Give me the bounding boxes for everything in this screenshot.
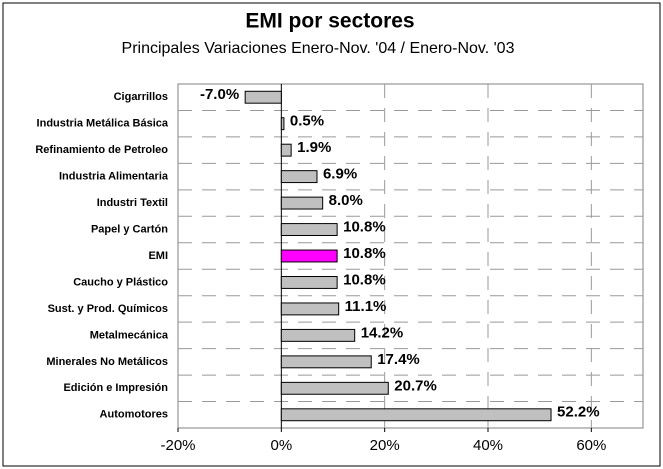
y-tick-label: Industria Metálica Básica	[37, 118, 169, 130]
value-label: 10.8%	[343, 219, 386, 236]
y-tick-label: Industria Alimentaria	[59, 171, 169, 183]
bar	[244, 90, 282, 104]
value-label: 10.8%	[343, 245, 386, 262]
x-tick-label: 20%	[370, 437, 400, 454]
y-tick-label: Industri Textil	[97, 197, 168, 209]
y-tick-label: Sust. y Prod. Químicos	[48, 303, 168, 315]
value-label: 6.9%	[323, 166, 357, 183]
bar	[280, 276, 338, 289]
y-tick-label: Refinamiento de Petroleo	[35, 144, 168, 156]
bar	[280, 302, 340, 316]
y-tick-label: EMI	[148, 250, 168, 262]
value-label: 14.2%	[361, 324, 404, 341]
value-label: -7.0%	[200, 86, 239, 103]
bar	[280, 170, 318, 184]
y-tick-label: Edición e Impresión	[63, 382, 168, 394]
value-label: 52.2%	[557, 404, 600, 421]
value-label: 11.1%	[345, 298, 387, 315]
y-tick-label: Metalmecánica	[90, 329, 169, 341]
value-label: 1.9%	[297, 139, 331, 156]
chart-title: EMI por sectores	[245, 10, 414, 33]
plot-area	[177, 83, 644, 429]
x-tick-label: -20%	[160, 437, 195, 454]
bar	[280, 223, 338, 236]
y-tick-label: Minerales No Metálicos	[46, 356, 168, 368]
bar	[280, 196, 324, 210]
bar	[280, 143, 292, 157]
x-tick-label: 0%	[270, 437, 292, 454]
y-tick-label: Automotores	[100, 409, 168, 421]
bar	[280, 408, 552, 422]
y-tick-label: Caucho y Plástico	[73, 276, 168, 288]
x-tick-label: 40%	[473, 437, 503, 454]
bar	[280, 328, 356, 342]
value-label: 20.7%	[394, 377, 437, 394]
value-label: 8.0%	[329, 192, 363, 209]
chart-subtitle: Principales Variaciones Enero-Nov. '04 /…	[122, 40, 515, 57]
value-label: 17.4%	[377, 351, 420, 368]
value-label: 0.5%	[290, 113, 324, 130]
bar	[280, 381, 389, 395]
y-tick-label: Cigarrillos	[114, 91, 168, 103]
value-label: 10.8%	[343, 271, 386, 288]
bar	[280, 249, 338, 263]
bar	[280, 117, 285, 131]
x-tick-label: 60%	[576, 437, 606, 454]
bar	[280, 355, 372, 369]
y-tick-label: Papel y Cartón	[91, 223, 168, 235]
